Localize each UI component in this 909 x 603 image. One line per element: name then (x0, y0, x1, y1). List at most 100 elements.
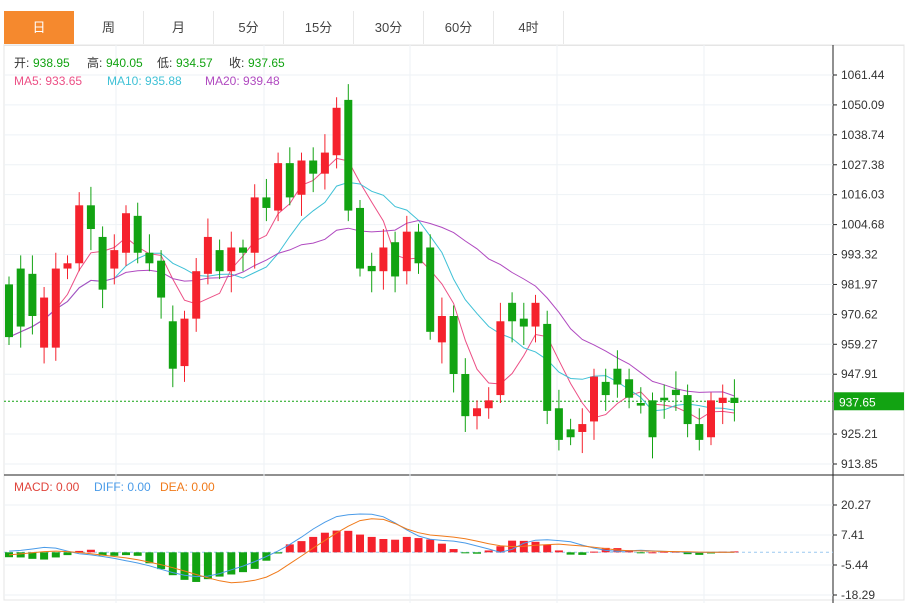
macd-bar (344, 530, 353, 553)
macd-bar (297, 541, 306, 553)
macd-bar (660, 551, 669, 553)
tab-4hour[interactable]: 4时 (494, 11, 564, 44)
candle-body (145, 252, 154, 264)
open-label: 开: (14, 56, 29, 70)
tab-week[interactable]: 周 (74, 11, 144, 44)
macd-bar (51, 552, 60, 558)
y-tick-label: 970.62 (841, 307, 878, 321)
candle-body (402, 231, 411, 272)
macd-bar (239, 552, 247, 573)
macd-bar (63, 552, 72, 556)
y-tick-label: 1038.74 (841, 128, 885, 142)
candle-body (203, 236, 212, 274)
high-value: 940.05 (106, 56, 143, 70)
candle-body (40, 297, 49, 348)
macd-readout: MACD: 0.00 DIFF: 0.00 DEA: 0.00 (14, 480, 215, 494)
candle-body (613, 368, 622, 385)
y-tick-label: 1016.03 (841, 188, 885, 202)
candle-body (730, 397, 739, 403)
candle-body (215, 250, 224, 272)
macd-bar (274, 552, 283, 554)
candle-body (683, 395, 692, 425)
macd-bar (554, 550, 563, 553)
tab-60min[interactable]: 60分 (424, 11, 494, 44)
macd-bar (86, 549, 95, 553)
macd-bar (484, 550, 493, 553)
candle-body (239, 247, 247, 253)
macd-bar (449, 549, 458, 553)
candle-body (344, 99, 353, 211)
ma10-label: MA10: 935.88 (107, 74, 182, 88)
macd-bar (98, 552, 107, 556)
candle-body (484, 400, 493, 409)
close-label: 收: (229, 56, 244, 70)
close-value: 937.65 (248, 56, 285, 70)
macd-bar (367, 536, 376, 553)
tab-15min[interactable]: 15分 (284, 11, 354, 44)
candle-body (391, 242, 400, 277)
macd-bar (437, 543, 446, 553)
candle-body (566, 429, 575, 438)
candle-body (671, 389, 680, 396)
macd-bar (40, 552, 49, 560)
candle-body (554, 408, 563, 440)
ma20-line (8, 219, 735, 397)
tab-5min[interactable]: 5分 (214, 11, 284, 44)
last-price-badge (834, 392, 904, 411)
candle-body (695, 424, 704, 440)
candle-body (285, 163, 294, 198)
tab-30min[interactable]: 30分 (354, 11, 424, 44)
y-tick-label: 1050.09 (841, 98, 885, 112)
candle-body (426, 247, 435, 332)
macd-bar (309, 536, 318, 553)
candle-body (543, 323, 552, 411)
macd-bar (180, 552, 189, 580)
dea-line (8, 518, 735, 584)
macd-bar (426, 539, 435, 553)
y-tick-label: 913.85 (841, 457, 878, 471)
macd-bar (683, 552, 692, 555)
macd-bar (566, 552, 575, 555)
macd-bar (285, 544, 294, 553)
macd-bar (414, 538, 423, 553)
candle-body (707, 400, 715, 438)
macd-bar (531, 541, 540, 553)
candle-body (461, 373, 470, 417)
candle-body (531, 302, 540, 327)
candle-body (379, 247, 388, 272)
candle-body (660, 397, 669, 401)
macd-label: MACD: 0.00 (14, 480, 80, 494)
candle-body (718, 397, 727, 403)
macd-bar (75, 550, 84, 553)
candle-body (356, 207, 364, 269)
y-tick-label: 1027.38 (841, 158, 885, 172)
macd-tick-label: -18.29 (841, 588, 875, 602)
candle-body (227, 247, 236, 272)
macd-bar (391, 539, 400, 553)
y-tick-label: 981.97 (841, 277, 878, 291)
candle-body (28, 273, 37, 317)
y-tick-label: 1004.68 (841, 218, 885, 232)
candle-body (473, 408, 481, 417)
y-tick-label: 947.91 (841, 367, 878, 381)
candle-body (51, 268, 60, 348)
diff-line (8, 513, 735, 578)
macd-bar (707, 552, 715, 554)
candle-body (180, 318, 189, 367)
tab-month[interactable]: 月 (144, 11, 214, 44)
candle-body (63, 263, 72, 269)
macd-bar (332, 530, 341, 553)
low-value: 934.57 (176, 56, 213, 70)
tab-day[interactable]: 日 (4, 11, 74, 44)
candle-body (367, 265, 376, 272)
candle-body (122, 213, 130, 253)
candle-body (75, 205, 84, 264)
macd-bar (461, 552, 470, 554)
chart-frame (3, 44, 905, 601)
candle-body (192, 271, 201, 319)
macd-bar (122, 552, 130, 556)
candle-body (590, 376, 598, 422)
macd-bar (379, 539, 388, 553)
last-price-marker: 937.65 (834, 392, 904, 411)
